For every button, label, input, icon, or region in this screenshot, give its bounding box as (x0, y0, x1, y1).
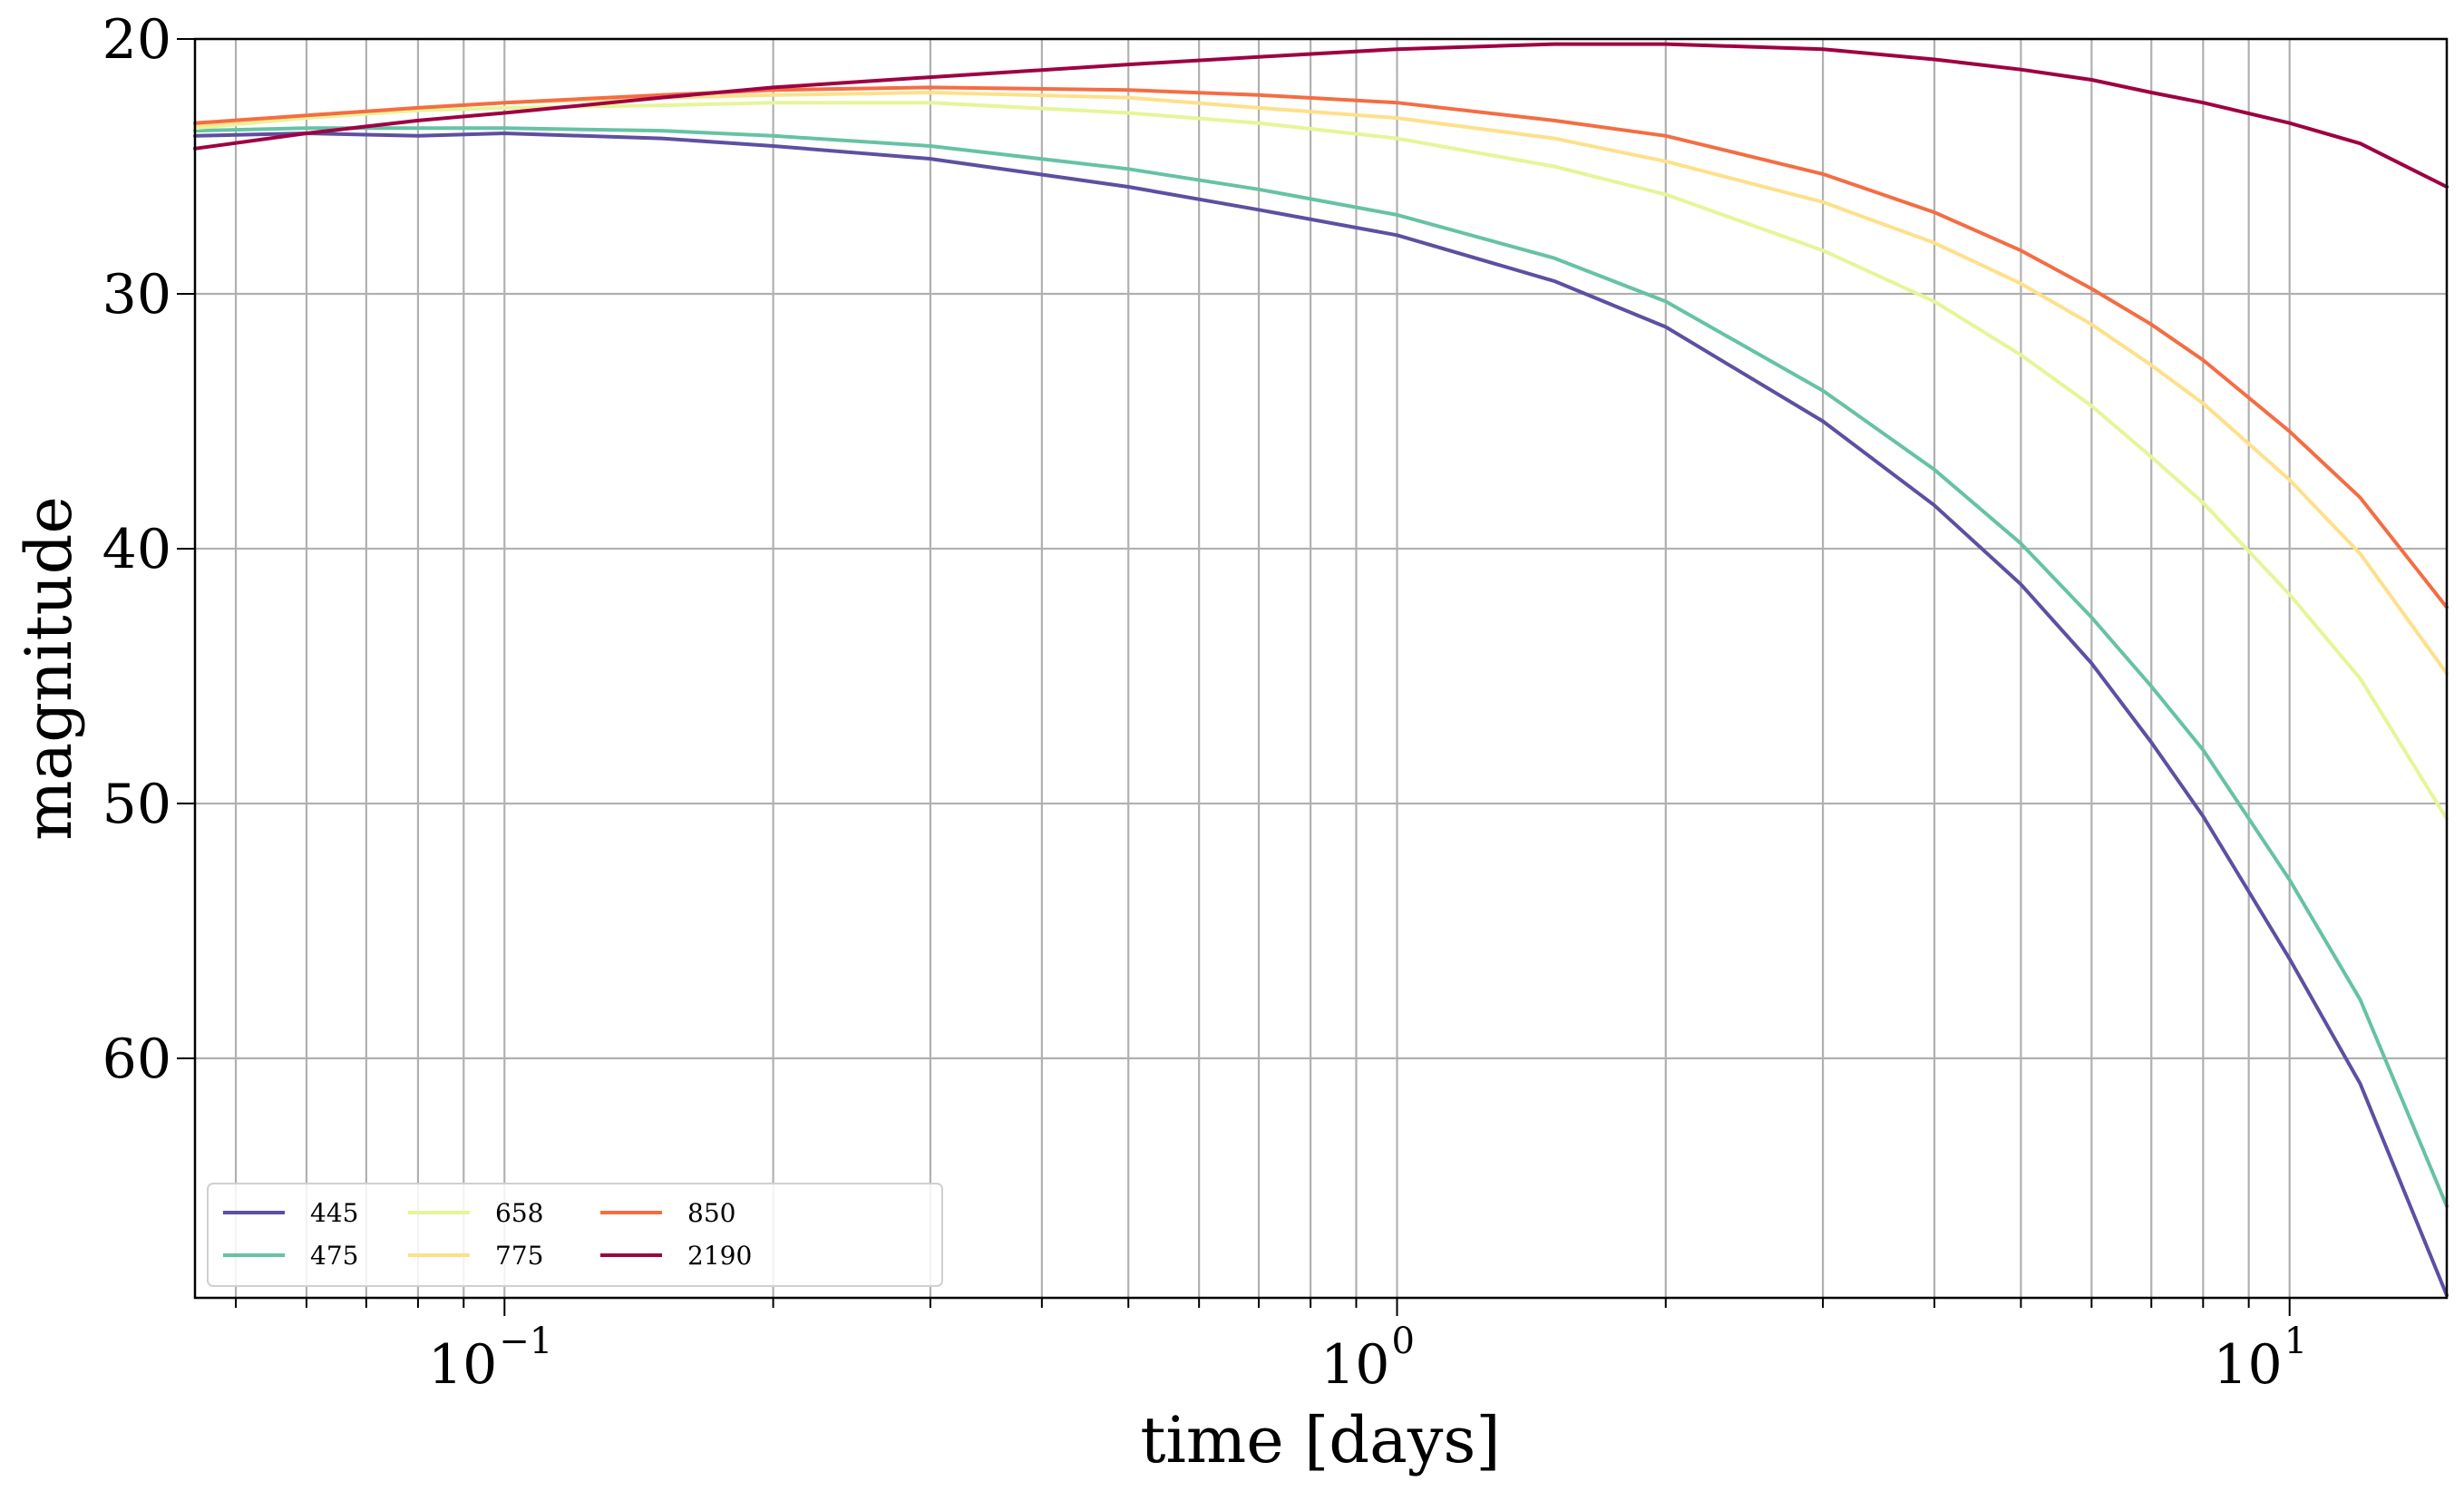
x-tick-label-base: 10 (2213, 1333, 2282, 1397)
legend-label: 445 (310, 1198, 358, 1228)
legend-label: 658 (495, 1198, 543, 1228)
series-lines (193, 42, 2449, 1298)
legend-label: 2190 (687, 1241, 752, 1271)
legend-box (207, 1183, 943, 1287)
legend-entry: 850 (600, 1198, 735, 1228)
series-line-850 (193, 85, 2449, 609)
legend-entry: 445 (223, 1198, 358, 1228)
y-tick-label: 30 (102, 263, 171, 327)
y-tick-label: 20 (102, 8, 171, 72)
legend-entry: 475 (223, 1241, 358, 1271)
axis-ticks (177, 38, 2291, 1316)
series-line-2190 (193, 42, 2449, 189)
x-axis-title: time [days] (1140, 1403, 1500, 1477)
legend-entry: 775 (408, 1241, 543, 1271)
x-tick-label: 10 1 (2213, 1321, 2307, 1397)
series-line-475 (193, 126, 2449, 1208)
legend: 445 475 658 775 850 2190 (207, 1183, 943, 1287)
x-tick-label-exponent: 1 (2284, 1321, 2307, 1362)
y-tick-label: 40 (102, 518, 171, 581)
series-line-445 (193, 132, 2449, 1298)
x-tick-label-exponent: −1 (499, 1321, 552, 1362)
legend-label: 475 (310, 1241, 358, 1271)
legend-entry: 2190 (600, 1241, 752, 1271)
grid (195, 37, 2447, 1298)
y-tick-labels: 20 30 40 50 60 (102, 8, 171, 1091)
y-axis-title: magnitude (12, 496, 86, 841)
x-tick-label-exponent: 0 (1391, 1321, 1414, 1362)
x-tick-labels: 10 −1 10 0 10 1 (428, 1321, 2307, 1397)
y-tick-label: 60 (102, 1028, 171, 1091)
legend-entry: 658 (408, 1198, 543, 1228)
y-tick-label: 50 (102, 773, 171, 836)
x-tick-label-base: 10 (428, 1333, 497, 1397)
x-tick-label: 10 −1 (428, 1321, 552, 1397)
legend-label: 775 (495, 1241, 543, 1271)
x-tick-label-base: 10 (1320, 1333, 1389, 1397)
legend-label: 850 (687, 1198, 735, 1228)
x-tick-label: 10 0 (1320, 1321, 1415, 1397)
plot-frame (193, 37, 2449, 1300)
